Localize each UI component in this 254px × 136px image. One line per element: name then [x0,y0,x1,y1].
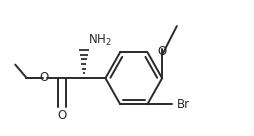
Text: Br: Br [177,98,190,111]
Text: O: O [158,45,167,58]
Text: O: O [39,71,48,84]
Text: NH$_2$: NH$_2$ [88,33,112,48]
Text: O: O [58,109,67,123]
